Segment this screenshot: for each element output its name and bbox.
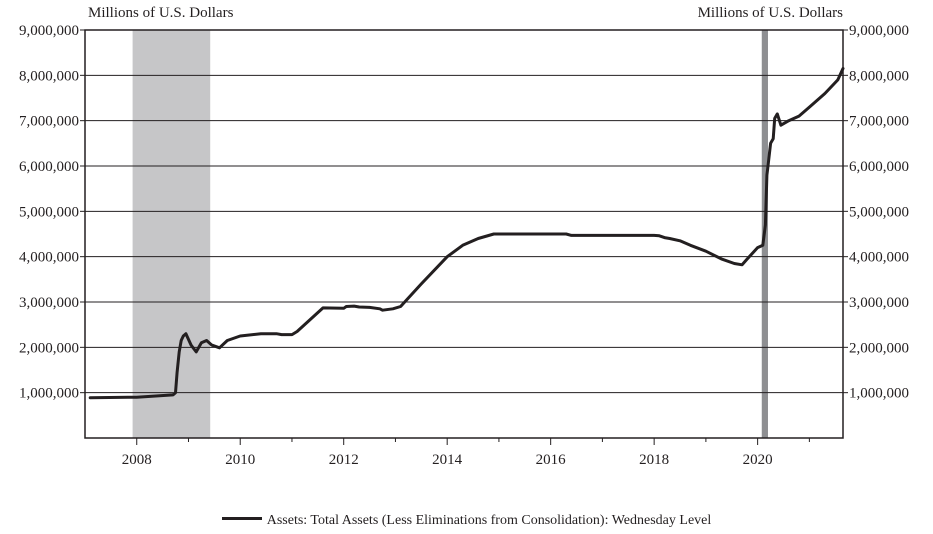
tick-labels: 1,000,000 1,000,000 2,000,000 2,000,000 3,00…	[19, 23, 909, 468]
y-tick-label-left: 7,000,000	[19, 114, 79, 130]
y-axis-unit-left: Millions of U.S. Dollars	[88, 5, 234, 21]
plot-area	[84, 29, 844, 439]
legend-label: Assets: Total Assets (Less Eliminations …	[266, 513, 712, 528]
x-tick-label: 2012	[329, 452, 359, 468]
x-tick-label: 2014	[432, 452, 463, 468]
y-tick-label-left: 2,000,000	[19, 340, 79, 356]
x-tick-label: 2016	[536, 452, 567, 468]
y-tick-label-right: 2,000,000	[849, 340, 909, 356]
recession-band	[132, 30, 211, 438]
y-tick-label-right: 9,000,000	[849, 23, 909, 39]
series-line	[88, 67, 845, 400]
axis-ticks	[80, 29, 848, 445]
legend: Assets: Total Assets (Less Eliminations …	[0, 513, 933, 529]
y-tick-label-left: 9,000,000	[19, 23, 79, 39]
y-tick-label-left: 3,000,000	[19, 295, 79, 311]
y-tick-label-right: 8,000,000	[849, 68, 909, 84]
x-tick-label: 2020	[743, 452, 773, 468]
y-tick-label-left: 5,000,000	[19, 204, 79, 220]
y-tick-label-left: 8,000,000	[19, 68, 79, 84]
series-lines	[88, 67, 845, 400]
y-tick-label-right: 3,000,000	[849, 295, 909, 311]
y-tick-label-right: 1,000,000	[849, 386, 909, 402]
y-tick-label-left: 4,000,000	[19, 250, 79, 266]
y-tick-label-right: 6,000,000	[849, 159, 909, 175]
x-tick-label: 2008	[122, 452, 152, 468]
y-axis-unit-right: Millions of U.S. Dollars	[697, 5, 843, 21]
recession-bands	[132, 30, 768, 438]
legend-line-swatch	[221, 517, 262, 521]
y-tick-label-right: 4,000,000	[849, 250, 909, 266]
y-tick-label-right: 5,000,000	[849, 204, 909, 220]
y-tick-label-left: 1,000,000	[19, 386, 79, 402]
x-tick-label: 2010	[225, 452, 255, 468]
y-tick-label-left: 6,000,000	[19, 159, 79, 175]
y-tick-label-right: 7,000,000	[849, 114, 909, 130]
x-tick-label: 2018	[639, 452, 669, 468]
